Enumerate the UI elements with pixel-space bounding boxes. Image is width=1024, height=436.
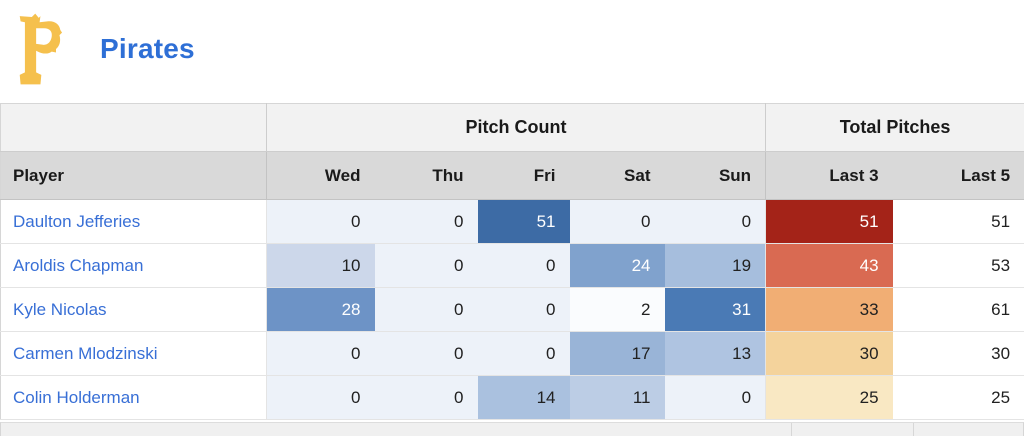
player-link[interactable]: Aroldis Chapman (13, 255, 144, 275)
player-link[interactable]: Daulton Jefferies (13, 211, 141, 231)
group-header-spacer (0, 103, 267, 152)
total-cell-last5: 30 (892, 331, 1024, 376)
column-header-row: Player Wed Thu Fri Sat Sun Last 3 Last 5 (0, 151, 1024, 200)
pitch-cell-sun: 19 (664, 243, 766, 288)
player-link[interactable]: Carmen Mlodzinski (13, 343, 158, 363)
total-cell-last3: 25 (765, 375, 893, 420)
pirates-logo-icon (19, 13, 63, 85)
group-header-total-pitches: Total Pitches (765, 103, 1024, 152)
pitch-cell-fri: 14 (477, 375, 570, 420)
column-header-sat: Sat (569, 151, 665, 200)
pitch-cell-sat: 2 (569, 287, 665, 332)
pitch-cell-thu: 0 (374, 375, 478, 420)
pitch-cell-sun: 0 (664, 199, 766, 244)
pitch-cell-wed: 28 (266, 287, 375, 332)
total-cell-last5: 53 (892, 243, 1024, 288)
next-table-top-sliver (0, 422, 1024, 436)
pitch-cell-thu: 0 (374, 243, 478, 288)
column-header-thu: Thu (374, 151, 478, 200)
total-cell-last3: 43 (765, 243, 893, 288)
table-row: Daulton Jefferies 0 0 51 0 0 51 51 (0, 199, 1024, 244)
pitch-cell-thu: 0 (374, 199, 478, 244)
pitch-cell-fri: 0 (477, 243, 570, 288)
group-header-pitch-count: Pitch Count (265, 103, 766, 152)
total-cell-last3: 51 (765, 199, 893, 244)
player-link[interactable]: Kyle Nicolas (13, 299, 107, 319)
pitch-cell-sat: 24 (569, 243, 665, 288)
pitch-cell-sun: 13 (664, 331, 766, 376)
player-link[interactable]: Colin Holderman (13, 387, 140, 407)
table-row: Colin Holderman 0 0 14 11 0 25 25 (0, 375, 1024, 420)
total-cell-last3: 30 (765, 331, 893, 376)
pitch-cell-fri: 0 (477, 287, 570, 332)
next-table-divider (913, 423, 914, 436)
pitch-cell-wed: 0 (266, 331, 375, 376)
player-cell: Colin Holderman (0, 375, 267, 420)
pitch-cell-sat: 17 (569, 331, 665, 376)
total-cell-last5: 25 (892, 375, 1024, 420)
table-row: Carmen Mlodzinski 0 0 0 17 13 30 30 (0, 331, 1024, 376)
pitch-cell-thu: 0 (374, 331, 478, 376)
player-cell: Daulton Jefferies (0, 199, 267, 244)
table-row: Aroldis Chapman 10 0 0 24 19 43 53 (0, 243, 1024, 288)
player-cell: Carmen Mlodzinski (0, 331, 267, 376)
column-header-player: Player (0, 151, 267, 200)
column-header-last5: Last 5 (892, 151, 1024, 200)
pitch-cell-sat: 11 (569, 375, 665, 420)
player-cell: Kyle Nicolas (0, 287, 267, 332)
column-header-wed: Wed (266, 151, 375, 200)
team-name: Pirates (100, 33, 195, 64)
pitch-cell-wed: 0 (266, 199, 375, 244)
pitch-cell-fri: 0 (477, 331, 570, 376)
total-cell-last5: 51 (892, 199, 1024, 244)
group-header-row: Pitch Count Total Pitches (0, 103, 1024, 152)
pitch-cell-wed: 0 (266, 375, 375, 420)
column-header-last3: Last 3 (765, 151, 893, 200)
pitch-cell-sun: 0 (664, 375, 766, 420)
total-cell-last3: 33 (765, 287, 893, 332)
pitch-cell-wed: 10 (266, 243, 375, 288)
pitch-cell-sat: 0 (569, 199, 665, 244)
pitch-cell-fri: 51 (477, 199, 570, 244)
total-cell-last5: 61 (892, 287, 1024, 332)
pitch-cell-sun: 31 (664, 287, 766, 332)
column-header-sun: Sun (664, 151, 766, 200)
column-header-fri: Fri (477, 151, 570, 200)
table-row: Kyle Nicolas 28 0 0 2 31 33 61 (0, 287, 1024, 332)
pitch-count-table: Pitch Count Total Pitches Player Wed Thu… (0, 103, 1024, 420)
player-cell: Aroldis Chapman (0, 243, 267, 288)
team-header: Pirates (0, 0, 1024, 88)
next-table-divider (791, 423, 792, 436)
pitch-cell-thu: 0 (374, 287, 478, 332)
